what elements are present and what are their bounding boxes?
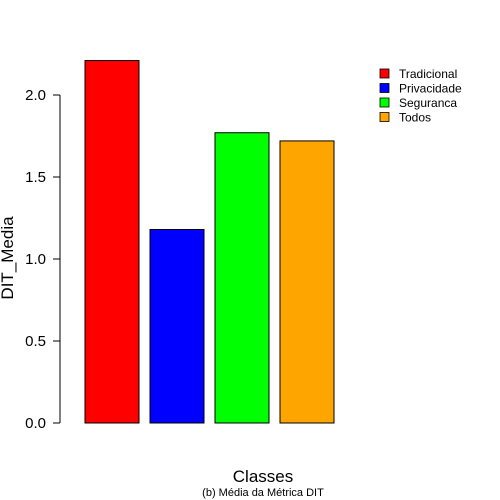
y-axis: 0.0 0.5 1.0 1.5 2.0: [25, 87, 61, 432]
y-tick-label: 0.5: [25, 333, 46, 350]
legend-label-todos: Todos: [399, 111, 431, 125]
x-axis-label: Classes: [233, 467, 293, 486]
legend-swatch-seguranca: [379, 97, 390, 108]
legend-swatch-tradicional: [379, 68, 390, 79]
bar-todos: [279, 140, 335, 424]
chart-caption: (b) Média da Métrica DIT: [202, 487, 324, 499]
y-axis-label: DIT_Media: [0, 216, 17, 300]
bars: [84, 60, 335, 424]
y-tick-label: 2.0: [25, 87, 46, 104]
bar-privacidade: [149, 228, 205, 424]
y-tick-label: 1.0: [25, 251, 46, 268]
legend-label-tradicional: Tradicional: [399, 67, 457, 81]
legend-label-privacidade: Privacidade: [399, 82, 462, 96]
y-tick-label: 1.5: [25, 169, 46, 186]
legend-swatch-privacidade: [379, 83, 390, 93]
y-tick-label: 0.0: [25, 415, 46, 432]
legend-label-seguranca: Seguranca: [399, 96, 457, 110]
bar-tradicional: [84, 60, 140, 424]
bar-seguranca: [214, 132, 270, 424]
legend-swatch-todos: [379, 112, 390, 122]
